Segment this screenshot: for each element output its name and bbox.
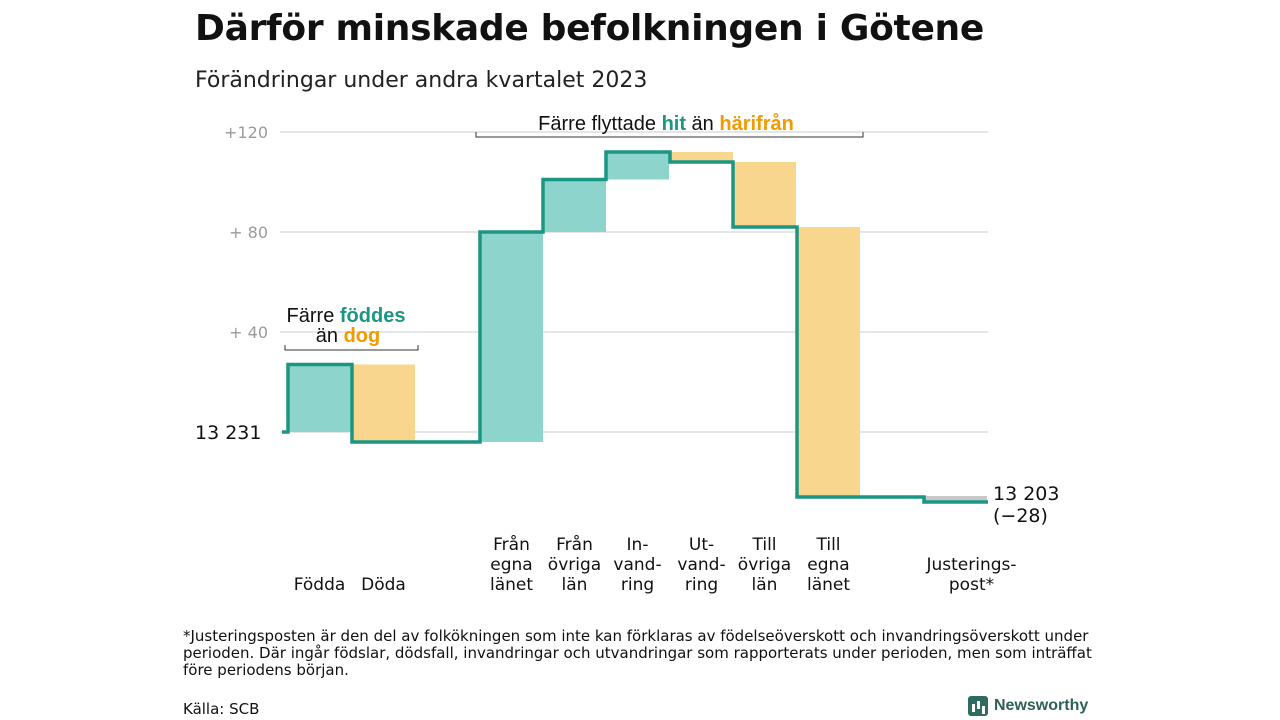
annotation-births-deaths-part: föddes — [340, 305, 406, 327]
footnote: *Justeringsposten är den del av folkökni… — [183, 627, 1092, 679]
category-label: Från — [493, 534, 530, 555]
category-label: Till — [815, 535, 840, 555]
annotation-births-deaths-line2-part: än — [316, 325, 344, 347]
category-label: länet — [490, 575, 533, 595]
category-label: Födda — [294, 575, 346, 595]
label-layer: Födda DödaFrånegnalänetFrånövrigalänIn-va… — [195, 422, 1059, 595]
annotation-migration-part: hit — [662, 113, 687, 135]
category-label: Till — [751, 535, 776, 555]
category-label: Från — [556, 534, 593, 555]
annotation-migration: Färre flyttade hit än härifrån — [538, 112, 794, 135]
logo-text: Newsworthy — [994, 697, 1089, 714]
chart-title: Därför minskade befolkningen i Götene — [195, 8, 985, 49]
annotation-migration-part: än — [686, 113, 719, 135]
waterfall-bar — [733, 162, 796, 227]
category-label: Justerings- — [925, 555, 1016, 575]
bracket-births-deaths — [284, 345, 419, 351]
waterfall-bar — [670, 152, 733, 162]
annotation-births-deaths-line2: än dog — [316, 325, 380, 347]
category-label: Döda — [361, 575, 406, 595]
category-label: länet — [807, 575, 850, 595]
category-label: post* — [949, 575, 994, 595]
bar-layer — [288, 152, 987, 501]
category-label: län — [752, 575, 778, 595]
waterfall-bar — [543, 179, 606, 232]
category-label: vand- — [613, 555, 661, 575]
waterfall-bar — [797, 227, 860, 497]
category-label: ring — [685, 575, 718, 595]
category-label: egna — [807, 555, 849, 575]
waterfall-bar — [606, 152, 669, 180]
waterfall-bar — [352, 364, 415, 442]
y-tick-label: + 40 — [229, 323, 268, 342]
chart-subtitle: Förändringar under andra kvartalet 2023 — [195, 68, 648, 93]
annotation-migration-part: härifrån — [719, 112, 793, 135]
y-tick-label: + 80 — [229, 223, 268, 242]
category-label: vand- — [677, 555, 725, 575]
end-value-label: 13 203 — [993, 483, 1059, 505]
annotation-births-deaths-line2-part: dog — [344, 325, 381, 347]
newsworthy-logo: Newsworthy — [968, 696, 1088, 716]
annotation-births-deaths: Färre föddes — [287, 305, 406, 327]
category-label: In- — [627, 535, 649, 555]
category-label: övriga — [548, 555, 601, 575]
bracket-migration — [475, 132, 864, 138]
category-label: län — [562, 575, 588, 595]
waterfall-bar — [924, 496, 987, 501]
cumulative-line — [282, 150, 988, 504]
line-layer — [282, 150, 988, 504]
end-change-label: (−28) — [993, 505, 1048, 527]
category-label: övriga — [738, 555, 791, 575]
waterfall-bar — [480, 232, 543, 442]
category-label: Ut- — [689, 535, 714, 555]
annotation-births-deaths-part: Färre — [287, 305, 340, 327]
source-note: Källa: SCB — [183, 700, 260, 718]
waterfall-bar — [288, 364, 351, 432]
start-value-label: 13 231 — [195, 422, 261, 444]
annotation-migration-part: Färre flyttade — [538, 113, 661, 135]
y-tick-label: +120 — [224, 123, 268, 142]
category-label: ring — [621, 575, 654, 595]
category-label: egna — [490, 555, 532, 575]
bar-chart-icon — [968, 696, 988, 716]
